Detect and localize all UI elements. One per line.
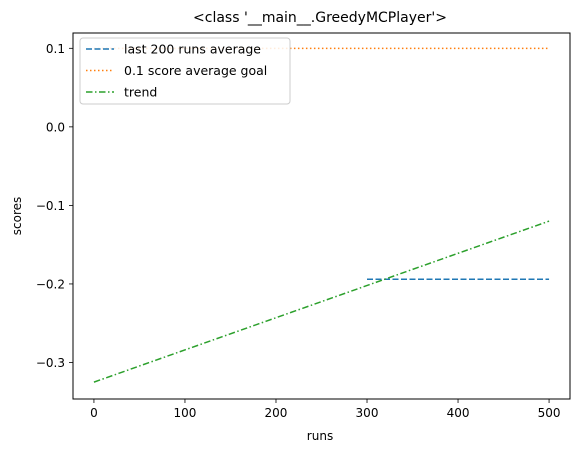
y-axis: −0.3 −0.2 −0.1 0.0 0.1: [36, 42, 73, 370]
x-tick-label: 0: [90, 406, 98, 420]
x-tick-label: 400: [447, 406, 470, 420]
y-axis-label: scores: [10, 197, 24, 236]
chart-title: <class '__main__.GreedyMCPlayer'>: [193, 10, 447, 26]
y-tick-label: −0.2: [36, 277, 65, 291]
plot-area-frame: [72, 32, 571, 400]
legend-items: last 200 runs average 0.1 score average g…: [86, 42, 267, 100]
series-line-3: [93, 220, 550, 383]
x-axis: 0 100 200 300 400 500: [90, 399, 561, 420]
legend-label: trend: [124, 85, 157, 100]
legend-label: 0.1 score average goal: [124, 63, 267, 78]
y-tick-label: −0.3: [36, 356, 65, 370]
legend-label: last 200 runs average: [124, 42, 261, 57]
x-tick-label: 100: [174, 406, 197, 420]
x-axis-label: runs: [307, 429, 333, 443]
y-tick-label: −0.1: [36, 199, 65, 213]
series-layer: [93, 47, 550, 383]
x-tick-label: 300: [356, 406, 379, 420]
x-tick-label: 200: [265, 406, 288, 420]
y-tick-label: 0.0: [46, 120, 65, 134]
legend-box: [79, 37, 291, 105]
x-tick-label: 500: [538, 406, 561, 420]
legend: last 200 runs average 0.1 score average g…: [79, 37, 291, 105]
y-tick-label: 0.1: [46, 42, 65, 56]
